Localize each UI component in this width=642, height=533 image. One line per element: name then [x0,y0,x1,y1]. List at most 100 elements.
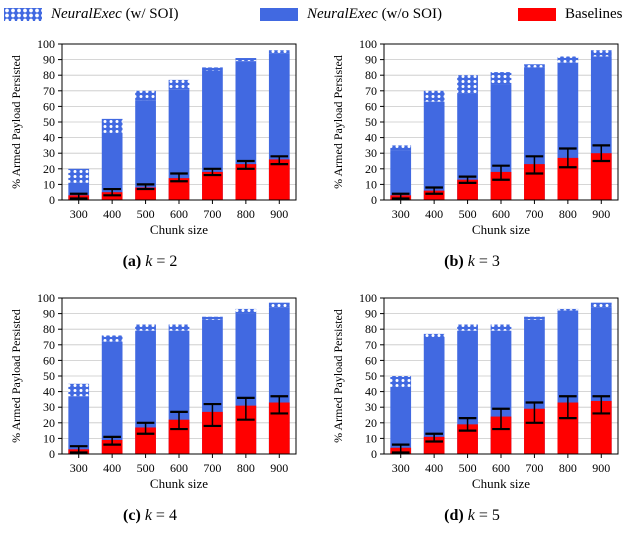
y-tick-label: 80 [43,68,55,82]
x-tick-label: 600 [492,461,510,475]
bar-neuralexec-nosoi [101,341,123,454]
y-tick-label: 80 [365,322,377,336]
x-tick-label: 300 [70,207,88,221]
y-tick-label: 20 [43,416,55,430]
bar-neuralexec-nosoi [490,84,512,200]
bar-neuralexec-soi [390,145,412,151]
bar-baselines [135,187,156,200]
x-tick-label: 700 [203,461,221,475]
y-tick-label: 70 [365,84,377,98]
bar-neuralexec-soi [168,79,190,90]
x-tick-label: 900 [270,461,288,475]
y-tick-label: 10 [43,431,55,445]
x-tick-label: 600 [492,207,510,221]
y-tick-label: 80 [43,322,55,336]
x-tick-label: 500 [459,461,477,475]
plot-frame [61,297,297,455]
caption-label: (d) [444,507,464,524]
bar-neuralexec-nosoi [135,100,156,200]
caption-eq: = 4 [155,507,177,524]
bar-neuralexec-soi [557,308,579,311]
y-tick-label: 70 [43,338,55,352]
bar-baselines [524,408,545,454]
x-axis-label: Chunk size [472,222,530,237]
y-tick-label: 90 [43,53,55,67]
y-tick-label: 10 [43,177,55,191]
y-tick-label: 50 [365,369,377,383]
y-tick-label: 40 [43,385,55,399]
bar-baselines [557,157,579,200]
caption-label: (a) [122,253,142,270]
bar-neuralexec-nosoi [101,132,123,200]
bar-neuralexec-soi [557,56,579,63]
legend-label-name: NeuralExec [51,6,122,22]
bar-neuralexec-soi [490,72,512,85]
x-tick-label: 400 [425,207,443,221]
x-tick-label: 900 [592,207,610,221]
y-tick-label: 40 [365,385,377,399]
bar-baselines [101,439,123,454]
x-axis-label: Chunk size [150,476,208,491]
bar-baselines [590,153,612,200]
x-tick-label: 900 [270,207,288,221]
caption-eq: = 3 [478,253,500,270]
y-tick-label: 0 [49,447,55,461]
x-tick-label: 400 [103,207,121,221]
x-tick-label: 400 [425,461,443,475]
x-tick-label: 300 [70,461,88,475]
legend-swatch-blue [260,8,298,21]
y-tick-label: 60 [365,353,377,367]
bar-neuralexec-soi [457,324,478,331]
bar-baselines [235,164,257,200]
y-tick-label: 90 [365,53,377,67]
bar-neuralexec-nosoi [423,101,445,200]
bar-baselines [202,171,223,200]
caption-k: k [467,253,475,270]
caption-b: (b) k = 3 [322,253,622,271]
y-tick-label: 0 [371,193,377,207]
x-tick-label: 500 [137,461,155,475]
legend-label-baselines: Baselines [565,6,623,22]
bar-neuralexec-soi [135,90,156,101]
x-tick-label: 800 [237,207,255,221]
x-tick-label: 600 [170,461,188,475]
y-tick-label: 50 [43,369,55,383]
bar-neuralexec-soi [168,324,190,331]
x-tick-label: 800 [559,461,577,475]
x-tick-label: 700 [203,207,221,221]
bar-baselines [557,402,579,454]
bar-neuralexec-soi [524,64,545,68]
bar-neuralexec-nosoi [457,330,478,454]
bar-neuralexec-nosoi [457,93,478,200]
bar-neuralexec-soi [202,316,223,320]
y-tick-label: 30 [365,400,377,414]
legend-swatch-dotted [4,8,42,21]
x-tick-label: 800 [237,461,255,475]
bar-neuralexec-soi [101,118,123,133]
bar-neuralexec-nosoi [202,70,223,200]
y-tick-label: 80 [365,68,377,82]
bar-neuralexec-soi [235,308,257,314]
chart-panel-b: 0 10 20 30 40 50 60 70 80 90 100 300 400 500 600 700 800… [322,34,642,278]
bar-neuralexec-nosoi [423,337,445,454]
x-tick-label: 500 [137,207,155,221]
legend-label-suffix: (w/ SOI) [125,6,179,22]
y-tick-label: 90 [43,307,55,321]
bar-neuralexec-soi [135,324,156,331]
y-tick-label: 70 [43,84,55,98]
x-axis-label: Chunk size [150,222,208,237]
x-tick-label: 900 [592,461,610,475]
bar-neuralexec-nosoi [390,386,412,454]
bar-neuralexec-soi [68,168,90,183]
x-tick-label: 400 [103,461,121,475]
y-tick-label: 100 [37,291,55,305]
legend-label-suffix: (w/o SOI) [381,6,442,22]
bar-neuralexec-soi [202,67,223,71]
plot-frame [383,297,619,455]
x-tick-label: 600 [170,207,188,221]
caption-d: (d) k = 5 [322,507,622,525]
y-axis-label: % Armed Payload Persisted [9,55,23,189]
y-tick-label: 100 [359,291,377,305]
y-tick-label: 50 [43,115,55,129]
